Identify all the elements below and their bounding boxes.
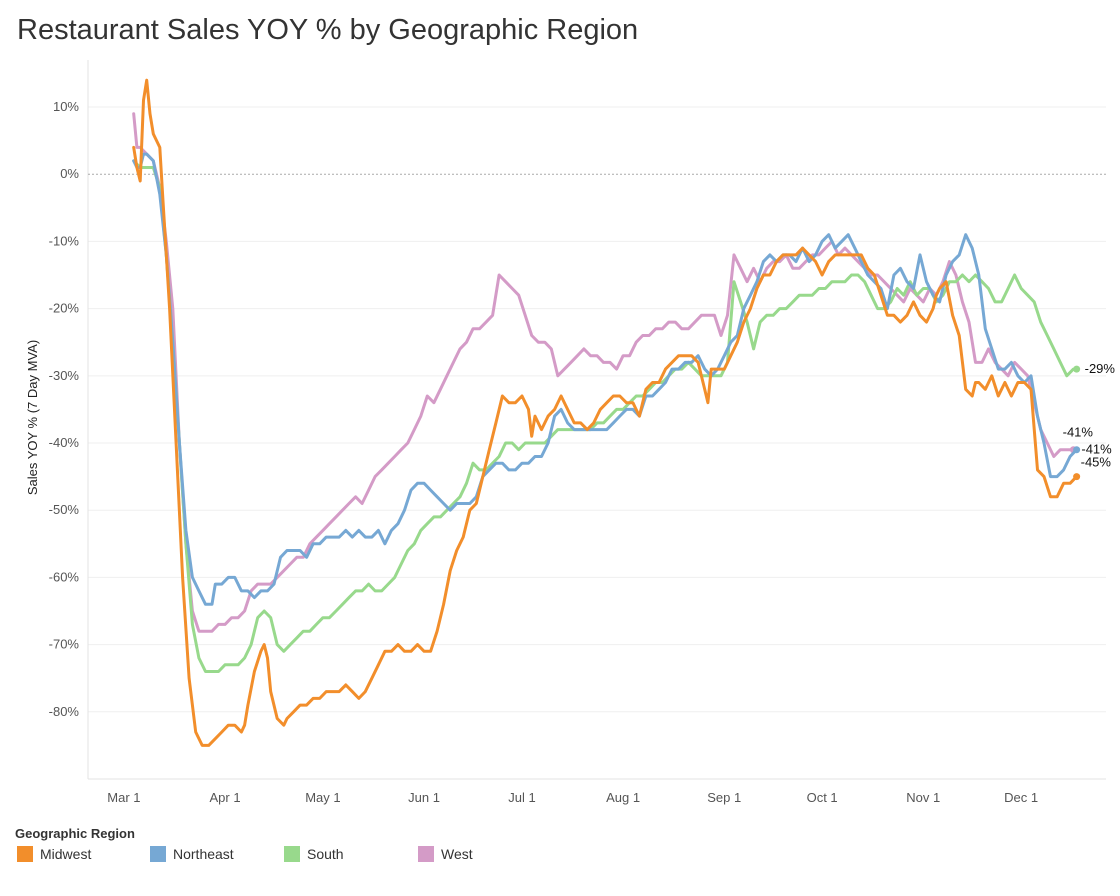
series-layer	[132, 78, 1081, 747]
series-end-point-northeast[interactable]	[1073, 446, 1081, 454]
legend-item-west[interactable]: West	[418, 846, 473, 862]
end-label-midwest: -45%	[1081, 455, 1112, 470]
legend-swatch-northeast	[150, 846, 166, 862]
legend-swatch-midwest	[17, 846, 33, 862]
legend-label-northeast: Northeast	[173, 846, 234, 862]
x-tick-label: Dec 1	[1004, 790, 1038, 805]
series-end-point-midwest[interactable]	[1073, 473, 1081, 481]
y-tick-label: -20%	[49, 301, 80, 316]
x-tick-label: Apr 1	[209, 790, 240, 805]
y-tick-label: -10%	[49, 233, 80, 248]
x-tick-label: Jun 1	[408, 790, 440, 805]
y-tick-label: -30%	[49, 368, 80, 383]
legend-label-south: South	[307, 846, 344, 862]
legend-label-west: West	[441, 846, 473, 862]
line-chart: 10% 0% -10% -20% -30% -40% -50% -60% -70% -80% Ma…	[25, 60, 1116, 805]
legend-label-midwest: Midwest	[40, 846, 92, 862]
y-tick-label: 10%	[53, 99, 79, 114]
x-tick-label: May 1	[305, 790, 340, 805]
x-tick-label: Sep 1	[707, 790, 741, 805]
x-tick-label: Jul 1	[508, 790, 535, 805]
y-tick-label: -40%	[49, 435, 80, 450]
x-tick-label: Aug 1	[606, 790, 640, 805]
y-tick-label: 0%	[60, 166, 79, 181]
end-label-west: -41%	[1081, 442, 1112, 457]
series-line-west[interactable]	[132, 112, 1075, 633]
y-tick-label: -50%	[49, 502, 80, 517]
y-tick-label: -70%	[49, 637, 80, 652]
y-axis-ticks: 10% 0% -10% -20% -30% -40% -50% -60% -70% -80%	[49, 99, 80, 719]
series-line-northeast[interactable]	[132, 152, 1079, 606]
x-tick-label: Mar 1	[107, 790, 140, 805]
chart-title: Restaurant Sales YOY % by Geographic Reg…	[17, 14, 639, 46]
end-label-south: -29%	[1085, 361, 1116, 376]
series-line-south[interactable]	[132, 159, 1079, 673]
legend-item-midwest[interactable]: Midwest	[17, 846, 91, 862]
legend: Geographic Region Midwest Northeast Sout…	[15, 826, 1105, 866]
series-end-point-south[interactable]	[1073, 365, 1081, 373]
x-axis-ticks: Mar 1 Apr 1 May 1 Jun 1 Jul 1 Aug 1 Sep 1 Oct 1…	[107, 790, 1038, 805]
y-tick-label: -80%	[49, 704, 80, 719]
x-tick-label: Oct 1	[807, 790, 838, 805]
legend-swatch-south	[284, 846, 300, 862]
end-labels: -41%-29%-41%-45%	[1063, 361, 1116, 470]
end-label-northeast: -41%	[1063, 425, 1094, 440]
legend-swatch-west	[418, 846, 434, 862]
legend-item-south[interactable]: South	[284, 846, 344, 862]
legend-title: Geographic Region	[15, 826, 135, 841]
y-axis-label: Sales YOY % (7 Day MVA)	[25, 340, 40, 495]
legend-item-northeast[interactable]: Northeast	[150, 846, 234, 862]
series-line-midwest[interactable]	[132, 78, 1079, 747]
grid-lines	[88, 106, 1106, 713]
y-tick-label: -60%	[49, 569, 80, 584]
x-tick-label: Nov 1	[906, 790, 940, 805]
